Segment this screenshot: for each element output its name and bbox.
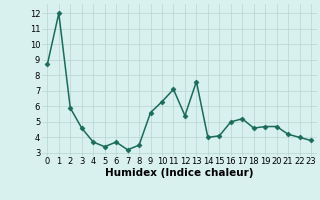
X-axis label: Humidex (Indice chaleur): Humidex (Indice chaleur) [105,168,253,178]
